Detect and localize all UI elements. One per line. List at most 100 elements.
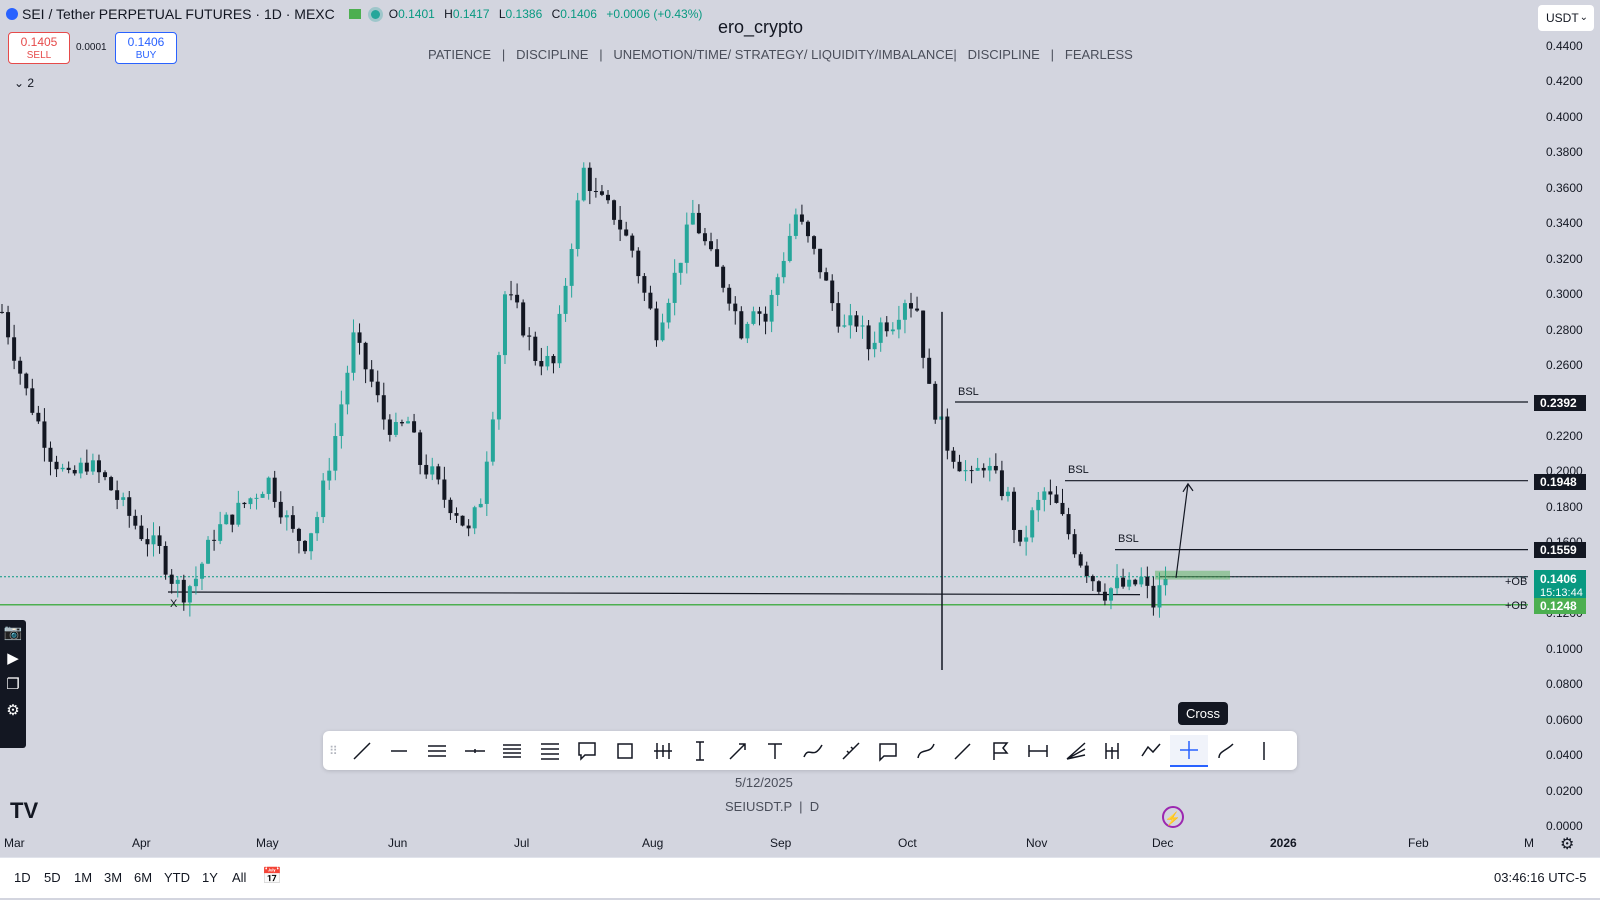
y-axis-tick: 0.4200 <box>1546 74 1583 89</box>
timeframe-1y[interactable]: 1Y <box>202 870 218 885</box>
layers-icon[interactable]: ❐ <box>6 676 20 693</box>
ob-tag: 0.1248 <box>1534 598 1586 614</box>
currency-select[interactable]: USDT ⌄ <box>1538 5 1594 31</box>
timeframe-3m[interactable]: 3M <box>104 870 123 885</box>
timeframe-1d[interactable]: 1D <box>14 870 31 885</box>
fib-channel-tool-icon[interactable] <box>531 735 569 767</box>
y-axis-tick: 0.3600 <box>1546 180 1583 195</box>
timeframe-1m[interactable]: 1M <box>74 870 93 885</box>
buy-button[interactable]: 0.1406 BUY <box>115 32 177 64</box>
candle-body <box>1066 514 1071 535</box>
date-range-tool-icon[interactable] <box>1020 735 1058 767</box>
date-range-icon[interactable]: 📅 <box>262 868 282 885</box>
brush-tool-icon[interactable] <box>1208 735 1246 767</box>
flag-icon[interactable] <box>348 9 361 19</box>
x-axis-tick: Dec <box>1152 836 1174 850</box>
curve-tool-icon[interactable] <box>907 735 945 767</box>
timeframe-all[interactable]: All <box>232 870 247 885</box>
fib-fan-tool-icon[interactable] <box>1057 735 1095 767</box>
screenshot-icon[interactable]: 📷 <box>3 624 23 641</box>
candle-body <box>151 535 156 545</box>
vertical-line-tool-icon[interactable] <box>1245 735 1283 767</box>
axis-settings-icon[interactable]: ⚙ <box>1560 836 1575 853</box>
candle-body <box>636 250 641 277</box>
candle-body <box>48 447 53 462</box>
trend-line-tool-icon[interactable] <box>343 735 381 767</box>
candle-body <box>363 342 368 370</box>
arrow-tool-icon[interactable] <box>719 735 757 767</box>
y-axis-tick: 0.4400 <box>1546 39 1583 53</box>
polyline-tool-icon[interactable] <box>1132 735 1170 767</box>
drag-handle-icon[interactable]: ⠿ <box>329 743 338 758</box>
timeframe-ytd[interactable]: YTD <box>164 870 190 885</box>
y-axis-tick: 0.3400 <box>1546 216 1583 231</box>
measure-tool-icon[interactable] <box>681 735 719 767</box>
candle-body <box>478 503 483 508</box>
callout-tool-icon[interactable] <box>569 735 607 767</box>
settings-icon[interactable]: ⚙ <box>6 702 20 719</box>
candle-body <box>224 514 229 525</box>
video-icon[interactable]: ▶ <box>7 650 19 667</box>
cross-tool-icon[interactable] <box>1170 734 1208 767</box>
symbol-title[interactable]: SEI / Tether PERPETUAL FUTURES · 1D · ME… <box>22 6 335 22</box>
x-axis-tick: Aug <box>642 836 664 850</box>
x-axis-tick: M <box>1524 836 1534 850</box>
candle-body <box>448 499 453 514</box>
candle-body <box>563 285 568 314</box>
candle-body <box>727 287 732 304</box>
candle-body <box>593 191 598 193</box>
candle-body <box>721 266 726 288</box>
candle-body <box>848 315 853 326</box>
left-floating-toolbar: 📷 ▶ ❐ ⚙ <box>0 620 26 748</box>
candle-body <box>581 167 586 201</box>
horizontal-line-tool-icon[interactable] <box>456 735 494 767</box>
candle-body <box>6 312 11 338</box>
candle-body <box>272 477 277 502</box>
pen-tool-icon[interactable] <box>945 735 983 767</box>
target-arrow[interactable] <box>1175 482 1194 578</box>
sell-button[interactable]: 0.1405 SELL <box>8 32 70 64</box>
candle-body <box>660 322 665 341</box>
fib-retracement-tool-icon[interactable] <box>493 735 531 767</box>
timeframe-6m[interactable]: 6M <box>134 870 153 885</box>
timeframe-5d[interactable]: 5D <box>44 870 61 885</box>
candle-body <box>54 461 59 470</box>
y-axis-tick: 0.3000 <box>1546 287 1583 302</box>
bottom-toolbar <box>0 857 1600 898</box>
path-tool-icon[interactable] <box>794 735 832 767</box>
flag-tool-icon[interactable] <box>982 735 1020 767</box>
rectangle-tool-icon[interactable] <box>606 735 644 767</box>
symbol-logo-icon <box>6 8 18 20</box>
candle-body <box>206 539 211 564</box>
candle-body <box>551 355 556 364</box>
candle-body <box>1072 534 1077 555</box>
x-axis-tick: Apr <box>132 836 151 850</box>
candle-body <box>830 280 835 304</box>
candle-body <box>393 422 398 435</box>
pitchfork-tool-icon[interactable] <box>1095 735 1133 767</box>
candle-body <box>854 315 859 327</box>
candle-body <box>1030 510 1035 538</box>
long-position-tool-icon[interactable] <box>644 735 682 767</box>
indicator-collapse-toggle[interactable]: ⌄ 2 <box>14 76 35 90</box>
ruler-line-tool-icon[interactable] <box>832 735 870 767</box>
order-block-zone[interactable] <box>1155 570 1230 580</box>
comment-tool-icon[interactable] <box>869 735 907 767</box>
parallel-channel-tool-icon[interactable] <box>418 735 456 767</box>
text-tool-icon[interactable] <box>757 735 795 767</box>
y-axis-tick: 0.3800 <box>1546 145 1583 160</box>
bsl-label: BSL <box>1118 533 1139 545</box>
candle-body <box>642 276 647 293</box>
lightning-icon[interactable]: ⚡ <box>1162 806 1184 828</box>
clock-readout[interactable]: 03:46:16 UTC-5 <box>1494 870 1587 885</box>
candle-body <box>1163 578 1168 586</box>
swing-low-line[interactable] <box>167 591 1141 596</box>
candle-body <box>1012 491 1017 530</box>
horizontal-ray-tool-icon[interactable] <box>381 735 419 767</box>
candle-body <box>24 373 29 389</box>
candle-body <box>109 477 114 491</box>
symbol-info-label: SEIUSDT.P | D <box>725 799 820 814</box>
candle-body <box>424 464 429 475</box>
candle-body <box>103 472 108 478</box>
